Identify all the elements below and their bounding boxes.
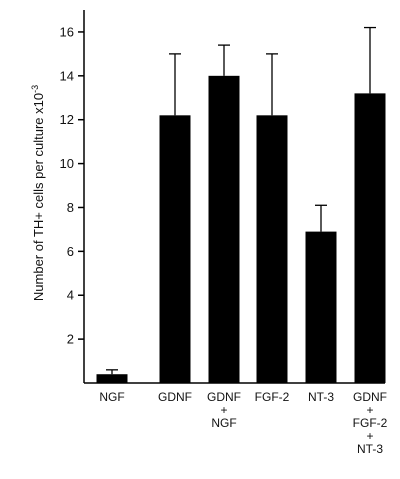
x-tick-label: FGF-2 bbox=[255, 390, 290, 404]
y-tick-label: 12 bbox=[60, 112, 74, 127]
x-tick-label: GDNF + FGF-2 + NT-3 bbox=[353, 390, 388, 456]
x-tick-label-line: NGF bbox=[99, 390, 124, 404]
x-tick-label-line: GDNF bbox=[158, 390, 192, 404]
bar bbox=[256, 115, 288, 383]
x-tick-label-line: GDNF bbox=[353, 390, 387, 404]
bar bbox=[96, 374, 128, 383]
x-tick-label: NGF bbox=[99, 390, 124, 404]
x-tick-label-line: FGF-2 bbox=[255, 390, 290, 404]
x-tick-label: GDNF bbox=[158, 390, 192, 404]
x-tick-label-line: FGF-2 bbox=[353, 416, 388, 430]
x-tick-label: GDNF + NGF bbox=[207, 390, 241, 430]
y-ticks: 2 4 6 8 10 12 14 16 bbox=[60, 24, 84, 347]
y-tick-label: 6 bbox=[67, 244, 74, 259]
bar bbox=[305, 231, 337, 383]
x-tick-label-line: NT-3 bbox=[308, 390, 334, 404]
y-axis-title-exponent: -3 bbox=[30, 85, 40, 93]
y-tick-label: 4 bbox=[67, 288, 74, 303]
y-tick-label: 16 bbox=[60, 24, 74, 39]
bar bbox=[159, 115, 191, 383]
bars bbox=[96, 75, 386, 384]
x-tick-label-line: + bbox=[366, 429, 373, 443]
error-bars bbox=[106, 26, 376, 375]
y-tick-label: 2 bbox=[67, 332, 74, 347]
bar bbox=[208, 75, 240, 383]
y-tick-label: 10 bbox=[60, 156, 74, 171]
x-tick-label-line: NT-3 bbox=[357, 442, 383, 456]
bar bbox=[354, 93, 386, 384]
y-tick-label: 8 bbox=[67, 200, 74, 215]
x-tick-label-line: NGF bbox=[211, 416, 236, 430]
x-tick-label-line: + bbox=[366, 403, 373, 417]
y-tick-label: 14 bbox=[60, 68, 74, 83]
x-tick-label-line: GDNF bbox=[207, 390, 241, 404]
y-axis-title: Number of TH+ cells per culture x10-3 bbox=[30, 85, 46, 301]
x-tick-label-line: + bbox=[220, 403, 227, 417]
x-tick-label: NT-3 bbox=[308, 390, 334, 404]
y-axis-title-text: Number of TH+ cells per culture x10 bbox=[31, 93, 46, 301]
